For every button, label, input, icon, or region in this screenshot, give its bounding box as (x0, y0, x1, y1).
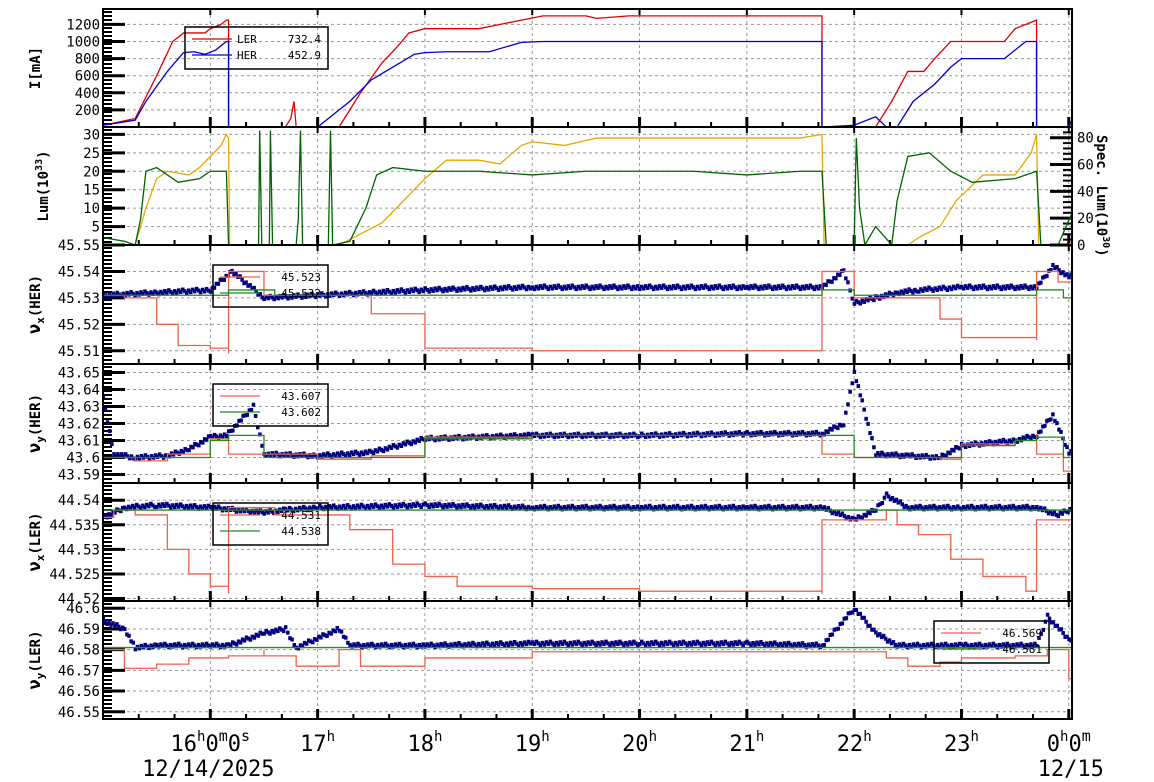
y-tick-label: 44.53 (58, 542, 100, 558)
series-set-ref (103, 270, 1072, 354)
x-tick-label: 0h0m (1047, 727, 1091, 757)
y-tick-label: 44.525 (49, 567, 100, 583)
y-tick-label: 44.52 (58, 592, 100, 608)
panel-frame (102, 244, 1073, 365)
y-tick-label: 43.6 (66, 451, 100, 467)
legend-value: 44.538 (281, 525, 321, 538)
x-tick-label: 20h (622, 729, 657, 757)
y-tick-label: 15 (83, 183, 100, 199)
y-tick-label: 25 (83, 146, 100, 162)
y-tick-label: 200 (75, 103, 100, 119)
y-tick-label: 600 (75, 69, 100, 85)
legend-value: 43.602 (281, 406, 321, 419)
y-right-tick-label: 60 (1077, 158, 1094, 174)
series-target (103, 289, 1072, 299)
legend-value: 44.531 (281, 509, 321, 522)
legend-label: HER (237, 49, 257, 62)
y-tick-label: 46.56 (58, 684, 100, 700)
y-tick-label: 44.535 (49, 518, 100, 534)
y-tick-label: 800 (75, 52, 100, 68)
y-axis-label: I[mA] (28, 47, 44, 89)
legend-value: 46.569 (1002, 627, 1042, 640)
y-tick-label: 30 (83, 127, 100, 143)
y-tick-label: 20 (83, 164, 100, 180)
x-tick-label: 23h (944, 729, 979, 757)
legend-value: 46.581 (1002, 643, 1042, 656)
y-right-axis-label: Spec. Lum(1030) (1093, 135, 1111, 257)
y-axis-label: νy(LER) (25, 630, 47, 689)
legend: LER 732.4 HER 452.9 (184, 26, 329, 70)
y-tick-label: 43.63 (58, 400, 100, 416)
legend-value: 45.523 (281, 271, 321, 284)
panel-nuy-ler: 46.55 46.56 46.57 46.58 46.59 46.6 νy(LER) 46.5… (25, 600, 1073, 721)
y-tick-label: 1000 (66, 34, 100, 50)
series-ler (103, 15, 1072, 127)
y-axis-label: νx(HER) (25, 275, 47, 334)
y-tick-label: 10 (83, 201, 100, 217)
y-tick-label: 45.51 (58, 344, 100, 360)
y-right-tick-label: 20 (1077, 211, 1094, 227)
y-tick-label: 43.61 (58, 434, 100, 450)
y-tick-label: 5 (92, 220, 100, 236)
y-tick-label: 44.54 (58, 493, 100, 509)
panel-frame (102, 600, 1073, 720)
series-specific-luminosity (103, 130, 1072, 245)
y-right-tick-label: 0 (1077, 238, 1085, 254)
y-tick-label: 43.64 (58, 383, 100, 399)
series-set-ref (103, 648, 1072, 680)
x-date-start: 12/14/2025 (142, 757, 274, 782)
legend: 44.531 44.538 (212, 502, 329, 546)
y-tick-label: 46.55 (58, 705, 100, 721)
legend-value: 732.4 (288, 33, 321, 46)
x-tick-label: 16h0m0s (171, 727, 250, 757)
y-tick-label: 400 (75, 86, 100, 102)
series-set-ref (103, 506, 1072, 594)
y-tick-label: 43.59 (58, 468, 100, 484)
series-luminosity (103, 132, 1072, 245)
y-tick-label: 45.55 (58, 238, 100, 254)
y-tick-label: 46.59 (58, 622, 100, 638)
panel-luminosity: 5 10 15 20 25 30 0 20 40 60 80 Spec. Lum(1030) Lum(1… (34, 126, 1111, 257)
legend: 43.607 43.602 (212, 383, 329, 427)
series-her (103, 40, 1072, 127)
y-tick-label: 45.52 (58, 317, 100, 333)
y-tick-label: 1200 (66, 17, 100, 33)
legend-value: 43.607 (281, 390, 321, 403)
x-tick-label: 19h (515, 729, 550, 757)
y-tick-label: 43.65 (58, 366, 100, 382)
y-axis-label: νy(HER) (25, 394, 47, 453)
panel-frame (102, 126, 1073, 246)
y-right-tick-label: 80 (1077, 131, 1094, 147)
legend-value: 45.532 (281, 287, 321, 300)
x-tick-label: 21h (729, 729, 764, 757)
y-right-tick-label: 40 (1077, 184, 1094, 200)
y-tick-label: 45.54 (58, 264, 100, 280)
legend: 46.569 46.581 (933, 620, 1050, 664)
x-date-end: 12/15 (1038, 757, 1104, 782)
legend: 45.523 45.532 (212, 264, 329, 308)
y-tick-label: 45.53 (58, 291, 100, 307)
series-target (103, 434, 1072, 459)
y-tick-label: 46.57 (58, 663, 100, 679)
y-tick-label: 46.6 (66, 601, 100, 617)
y-tick-label: 46.58 (58, 643, 100, 659)
y-axis-label: Lum(1033) (34, 150, 52, 221)
x-tick-label: 18h (407, 729, 442, 757)
panel-nux-ler: 44.52 44.525 44.53 44.535 44.54 νx(LER) 44.531… (25, 482, 1073, 608)
legend-value: 452.9 (288, 49, 321, 62)
y-axis-label: νx(LER) (25, 512, 47, 571)
x-axis: 16h0m0s 17h 18h 19h 20h 21h 22h 23h 0h0m 12/14/20… (142, 727, 1104, 782)
legend-label: LER (237, 33, 257, 46)
x-tick-label: 17h (300, 729, 335, 757)
x-tick-label: 22h (837, 729, 872, 757)
y-tick-label: 43.62 (58, 417, 100, 433)
